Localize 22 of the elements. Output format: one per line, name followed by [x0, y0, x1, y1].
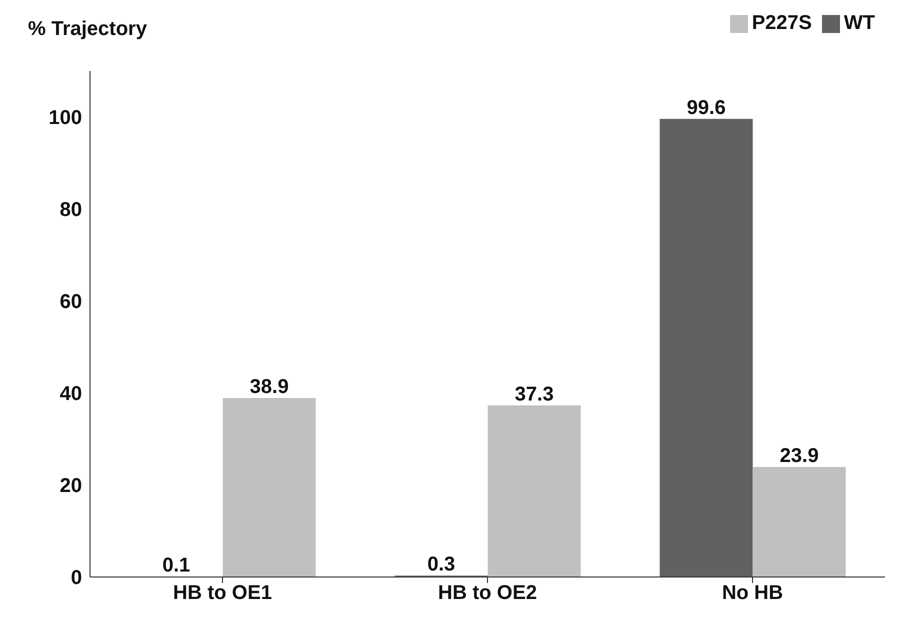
data-label: 23.9	[780, 445, 819, 468]
data-label: 99.6	[686, 96, 726, 119]
legend-label: WT	[844, 12, 875, 34]
bar	[660, 118, 753, 577]
y-tick-label: 80	[60, 199, 82, 222]
y-tick-label: 0	[70, 567, 82, 590]
x-tick-label: No HB	[722, 582, 784, 604]
y-tick-label: 20	[60, 475, 82, 498]
legend-label: P227S	[752, 12, 812, 34]
bar	[488, 405, 581, 577]
data-label: 0.1	[162, 554, 190, 577]
x-tick-label: HB to OE1	[173, 582, 272, 604]
y-axis-title: % Trajectory	[28, 18, 147, 41]
data-label: 38.9	[250, 376, 289, 398]
y-tick-label: 60	[60, 291, 82, 314]
bar	[222, 398, 316, 577]
data-label: 0.3	[427, 554, 456, 576]
bar	[752, 467, 846, 577]
data-label: 37.3	[514, 383, 554, 406]
y-tick-label: 40	[60, 383, 82, 406]
y-tick-label: 100	[48, 107, 82, 130]
x-tick-label: HB to OE2	[438, 582, 537, 604]
